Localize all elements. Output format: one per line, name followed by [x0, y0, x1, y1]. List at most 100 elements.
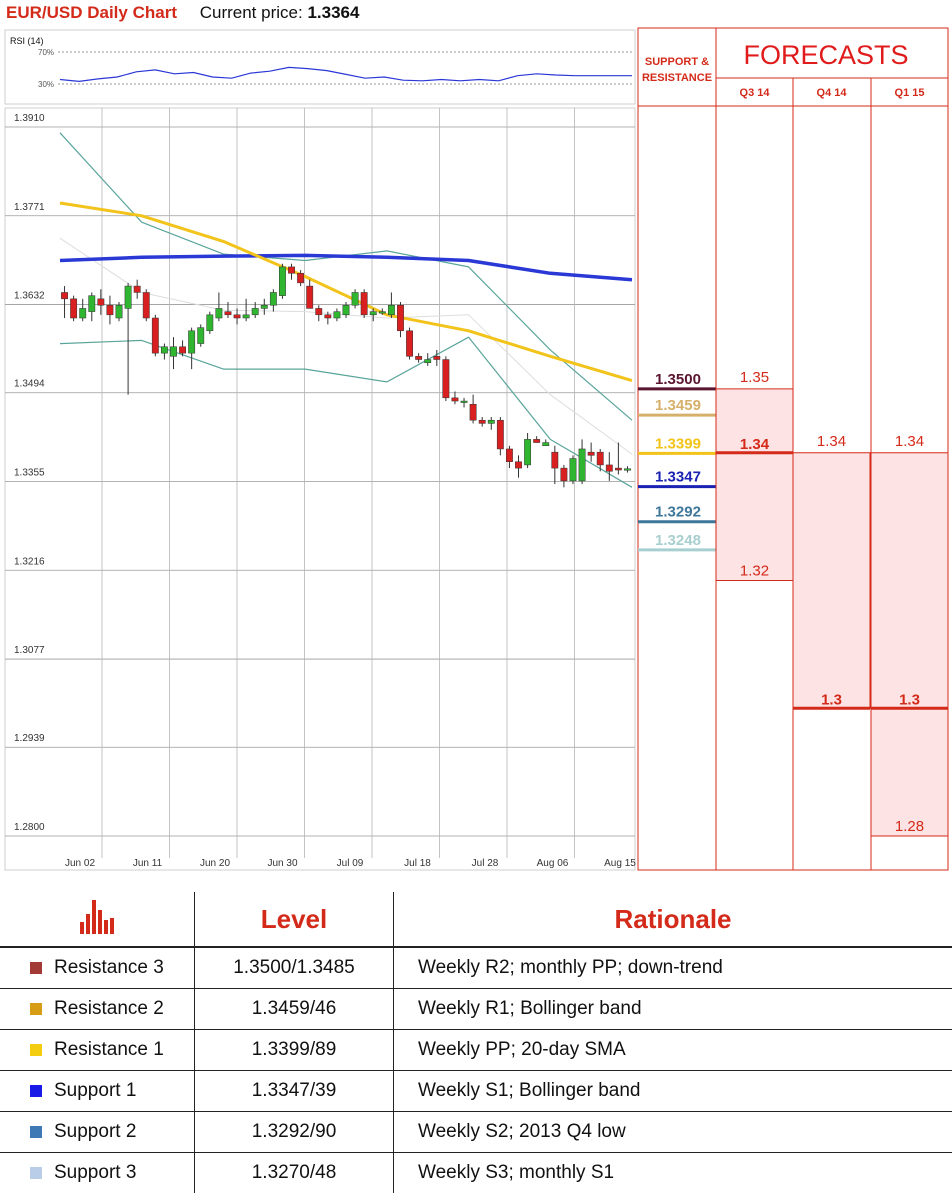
candle-body [279, 266, 286, 296]
forecast-high-label: 1.34 [895, 433, 924, 450]
forecast-range-box [715, 388, 794, 582]
candle-body [351, 292, 359, 306]
table-row: Resistance 3 1.3500/1.3485 Weekly R2; mont… [0, 946, 952, 989]
table-row: Support 3 1.3270/48 Weekly S3; monthly S1 [0, 1152, 952, 1193]
candle-body [133, 285, 141, 293]
sr-level-label: 1.3248 [655, 532, 701, 549]
level-rationale: Weekly R1; Bollinger band [393, 988, 952, 1030]
candle-body [206, 314, 214, 332]
sr-level-label: 1.3399 [655, 435, 701, 452]
candle-body [387, 304, 395, 316]
x-tick-label: Jun 20 [200, 858, 230, 869]
level-name: Resistance 2 [54, 998, 164, 1019]
level-rationale: Weekly S1; Bollinger band [393, 1070, 952, 1112]
forecast-column-label: Q4 14 [817, 87, 848, 99]
forecast-range-box [792, 452, 871, 709]
x-axis-labels: Jun 02 Jun 11 Jun 20 Jun 30 Jul 09 Jul 18 Jul … [65, 858, 636, 869]
level-swatch [30, 1167, 42, 1179]
x-tick-label: Aug 15 [604, 858, 636, 869]
indicator-lines [59, 132, 633, 488]
current-price-value: 1.3364 [307, 3, 360, 22]
y-tick-label: 1.2939 [14, 733, 45, 744]
level-rationale: Weekly S2; 2013 Q4 low [393, 1111, 952, 1153]
candle-body [260, 304, 268, 309]
candle-body [487, 419, 495, 424]
y-tick-label: 1.3771 [14, 202, 45, 213]
sr-frame [637, 27, 717, 871]
candle-body [406, 330, 413, 357]
forecast-range-box [870, 452, 949, 837]
y-tick-label: 1.3494 [14, 379, 45, 390]
forecast-mid-label: 1.3 [899, 691, 920, 708]
candle-body [342, 304, 350, 316]
level-name: Support 3 [54, 1162, 137, 1183]
level-name: Resistance 3 [54, 957, 164, 978]
x-tick-label: Jul 28 [472, 858, 499, 869]
sr-level-label: 1.3459 [655, 397, 701, 414]
candle-body [160, 346, 168, 354]
table-row: Support 1 1.3347/39 Weekly S1; Bollinger b… [0, 1070, 952, 1112]
table-row: Support 2 1.3292/90 Weekly S2; 2013 Q4 low [0, 1111, 952, 1153]
candle-body [170, 346, 177, 357]
x-tick-label: Jul 09 [337, 858, 364, 869]
candle-body [533, 439, 541, 443]
y-tick-label: 1.3216 [14, 556, 45, 567]
candle-body [378, 311, 386, 314]
y-tick-label: 1.3910 [14, 113, 45, 124]
level-swatch [30, 1044, 42, 1056]
forecast-mid-label: 1.3 [821, 691, 842, 708]
candle-body [596, 451, 604, 466]
candle-body [469, 403, 477, 421]
level-value: 1.3500/1.3485 [194, 946, 394, 989]
candle-body [233, 314, 241, 319]
level-name-cell: Resistance 2 [0, 988, 195, 1030]
level-value: 1.3347/39 [194, 1070, 394, 1112]
level-name-cell: Support 1 [0, 1070, 195, 1112]
candle-body [397, 304, 404, 332]
bar-chart-icon [80, 899, 114, 934]
candle-body [442, 359, 450, 399]
x-tick-label: Aug 06 [537, 858, 569, 869]
y-tick-label: 1.3632 [14, 291, 45, 302]
candle-body [97, 298, 105, 306]
candle-body [369, 311, 377, 316]
sr-levels: 1.3500 1.3459 1.3399 1.3347 1.3292 1.3248 [638, 371, 716, 552]
candle-body [451, 397, 459, 402]
candle-body [424, 359, 432, 363]
candle-body [433, 356, 441, 360]
candle-body [506, 448, 513, 462]
candle-body [188, 330, 196, 354]
candle-body [151, 317, 159, 354]
level-value: 1.3459/46 [194, 988, 394, 1030]
table-header-row: Level Rationale [0, 892, 952, 947]
level-name: Support 2 [54, 1121, 137, 1142]
candle-body [578, 448, 586, 482]
candle-body [360, 292, 368, 316]
candle-body [587, 451, 595, 456]
candle-body [242, 314, 250, 319]
forecast-column-label: Q1 15 [895, 87, 925, 99]
price-panel: 1.3910 1.3771 1.3632 1.3494 1.3355 1.3216 1.30… [4, 107, 643, 871]
candle-body [197, 327, 205, 344]
level-header: Level [194, 892, 394, 947]
rsi-lower-label: 30% [38, 80, 54, 89]
y-tick-label: 1.2800 [14, 822, 45, 833]
indicator-line [59, 253, 633, 282]
level-value: 1.3270/48 [194, 1152, 394, 1193]
support-resistance-panel: SUPPORT & RESISTANCE 1.35001.34591.33991… [637, 27, 717, 871]
chart-icon-cell [0, 892, 195, 947]
forecast-high-label: 1.34 [817, 433, 846, 450]
candle-body [88, 295, 96, 312]
candle-body [79, 308, 87, 319]
sr-level-label: 1.3500 [655, 371, 701, 388]
level-swatch [30, 1126, 42, 1138]
price-frame [4, 107, 636, 871]
candle-body [324, 314, 332, 319]
candle-body [142, 292, 150, 319]
chart-title: EUR/USD Daily Chart [6, 3, 177, 22]
level-value: 1.3292/90 [194, 1111, 394, 1153]
candle-body [70, 298, 78, 319]
candle-body [224, 311, 232, 316]
candle-body [306, 285, 314, 309]
